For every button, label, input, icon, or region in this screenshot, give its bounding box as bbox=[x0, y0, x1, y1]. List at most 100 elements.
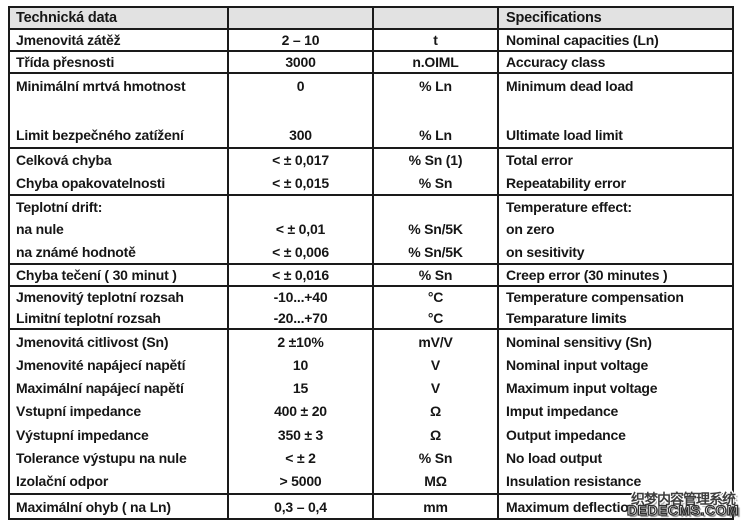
row-label-en: No load output bbox=[497, 446, 732, 470]
row-label-en: on zero bbox=[497, 218, 732, 241]
table-header-row: Technická data Specifications bbox=[10, 8, 732, 28]
row-label-en: Temparature limits bbox=[497, 307, 732, 328]
row-label-en: Nominal sensitivy (Sn) bbox=[497, 330, 732, 354]
row-unit: Ω bbox=[372, 399, 497, 424]
row-unit: % Sn bbox=[372, 446, 497, 470]
row-label-cz: Teplotní drift: bbox=[16, 199, 103, 216]
row-value: 350 ± 3 bbox=[227, 423, 372, 447]
row-label-cz: Jmenovitá zátěž bbox=[16, 32, 121, 48]
row-value: < ± 0,015 bbox=[227, 171, 372, 194]
row-unit: % Sn bbox=[372, 171, 497, 194]
row-unit: °C bbox=[372, 287, 497, 308]
row-value: < ± 2 bbox=[227, 446, 372, 470]
row-value: < ± 0,01 bbox=[227, 218, 372, 241]
row-value bbox=[227, 196, 372, 219]
row-label-cz: Jmenovitý teplotní rozsah bbox=[16, 289, 184, 306]
row-label-cz: Maximální ohyb ( na Ln) bbox=[16, 498, 171, 515]
header-title-en: Specifications bbox=[497, 8, 732, 28]
row-label-en: Minimum dead load bbox=[497, 74, 732, 99]
row-label-cz: Jmenovité napájecí napětí bbox=[16, 356, 186, 373]
row-unit: V bbox=[372, 353, 497, 377]
row-value bbox=[227, 98, 372, 123]
row-label-en: Total error bbox=[497, 149, 732, 172]
watermark-dedecms-logo: DEDECMS.COM bbox=[626, 502, 739, 518]
header-value-cell bbox=[227, 8, 372, 28]
header-title-cz: Technická data bbox=[16, 10, 117, 26]
row-value: 0 bbox=[227, 74, 372, 99]
row-unit: % Sn (1) bbox=[372, 149, 497, 172]
row-unit: % Ln bbox=[372, 122, 497, 147]
row-label-en: on sesitivity bbox=[497, 240, 732, 263]
row-label-en: Accuracy class bbox=[497, 52, 732, 72]
row-unit bbox=[372, 98, 497, 123]
row-value: < ± 0,017 bbox=[227, 149, 372, 172]
row-unit: % Ln bbox=[372, 74, 497, 99]
group-creep-error: Chyba tečení ( 30 minut ) < ± 0,016 % Sn… bbox=[10, 263, 732, 285]
row-value: 2 ±10% bbox=[227, 330, 372, 354]
row-label-cz: Chyba tečení ( 30 minut ) bbox=[16, 267, 177, 283]
row-label-cz: Maximální napájecí napětí bbox=[16, 380, 184, 397]
spec-table: Technická data Specifications Jmenovitá … bbox=[8, 6, 734, 520]
row-label-en: Maximum input voltage bbox=[497, 376, 732, 400]
row-label-cz: Limit bezpečného zatížení bbox=[16, 126, 184, 143]
group-dead-load-ultimate: Minimální mrtvá hmotnost 0 % Ln Minimum … bbox=[10, 72, 732, 147]
row-unit: MΩ bbox=[372, 469, 497, 493]
row-value: < ± 0,016 bbox=[227, 265, 372, 285]
row-label-cz: na nule bbox=[16, 221, 64, 238]
row-unit: Ω bbox=[372, 423, 497, 447]
row-label-cz: Izolační odpor bbox=[16, 473, 109, 490]
row-label-cz: Vstupní impedance bbox=[16, 403, 141, 420]
row-label-en: Insulation resistance bbox=[497, 469, 732, 493]
row-label-en: Nominal capacities (Ln) bbox=[497, 30, 732, 50]
header-unit-cell bbox=[372, 8, 497, 28]
row-value: 2 – 10 bbox=[227, 30, 372, 50]
row-unit: % Sn bbox=[372, 265, 497, 285]
row-unit: V bbox=[372, 376, 497, 400]
row-unit: % Sn/5K bbox=[372, 240, 497, 263]
row-value: < ± 0,006 bbox=[227, 240, 372, 263]
row-value: 10 bbox=[227, 353, 372, 377]
row-unit bbox=[372, 196, 497, 219]
row-value: -20...+70 bbox=[227, 307, 372, 328]
row-value: -10...+40 bbox=[227, 287, 372, 308]
row-label-en: Nominal input voltage bbox=[497, 353, 732, 377]
row-label-en: Creep error (30 minutes ) bbox=[497, 265, 732, 285]
watermark: 织梦内容管理系统 DEDECMS.COM bbox=[626, 491, 739, 518]
row-label-cz: Třída přesnosti bbox=[16, 54, 115, 70]
row-label-cz: Limitní teplotní rozsah bbox=[16, 309, 161, 326]
group-temperature-drift: Teplotní drift: Temperature effect: na n… bbox=[10, 194, 732, 263]
row-label-cz: Celková chyba bbox=[16, 152, 112, 169]
row-value: 0,3 – 0,4 bbox=[227, 495, 372, 518]
row-label-en: Temperature effect: bbox=[497, 196, 732, 219]
row-label-cz bbox=[10, 98, 227, 122]
group-max-deflection: Maximální ohyb ( na Ln) 0,3 – 0,4 mm Max… bbox=[10, 493, 732, 518]
row-label-en: Temperature compensation bbox=[497, 287, 732, 308]
row-label-en: Output impedance bbox=[497, 423, 732, 447]
row-unit: % Sn/5K bbox=[372, 218, 497, 241]
row-unit: n.OIML bbox=[372, 52, 497, 72]
group-accuracy-class: Třída přesnosti 3000 n.OIML Accuracy cla… bbox=[10, 50, 732, 72]
group-electrical: Jmenovitá citlivost (Sn) 2 ±10% mV/V Nom… bbox=[10, 328, 732, 493]
group-nominal-capacity: Jmenovitá zátěž 2 – 10 t Nominal capacit… bbox=[10, 28, 732, 50]
row-label-cz: Chyba opakovatelnosti bbox=[16, 174, 166, 191]
group-errors: Celková chyba < ± 0,017 % Sn (1) Total e… bbox=[10, 147, 732, 194]
row-label-en: Imput impedance bbox=[497, 399, 732, 424]
row-value: 15 bbox=[227, 376, 372, 400]
row-unit: mV/V bbox=[372, 330, 497, 354]
row-value: > 5000 bbox=[227, 469, 372, 493]
row-label-cz: Výstupní impedance bbox=[16, 426, 149, 443]
group-temperature-ranges: Jmenovitý teplotní rozsah -10...+40 °C T… bbox=[10, 285, 732, 328]
row-label-cz: Tolerance výstupu na nule bbox=[16, 450, 187, 467]
row-unit: t bbox=[372, 30, 497, 50]
row-unit: mm bbox=[372, 495, 497, 518]
row-label-en bbox=[497, 98, 732, 123]
row-label-en: Maximum deflection bbox=[497, 495, 732, 518]
row-label-en: Ultimate load limit bbox=[497, 122, 732, 147]
row-unit: °C bbox=[372, 307, 497, 328]
row-value: 300 bbox=[227, 122, 372, 147]
row-value: 400 ± 20 bbox=[227, 399, 372, 424]
row-label-en: Repeatability error bbox=[497, 171, 732, 194]
watermark-chinese-text: 织梦内容管理系统 bbox=[630, 491, 736, 507]
row-label-cz: Minimální mrtvá hmotnost bbox=[16, 78, 186, 95]
row-value: 3000 bbox=[227, 52, 372, 72]
